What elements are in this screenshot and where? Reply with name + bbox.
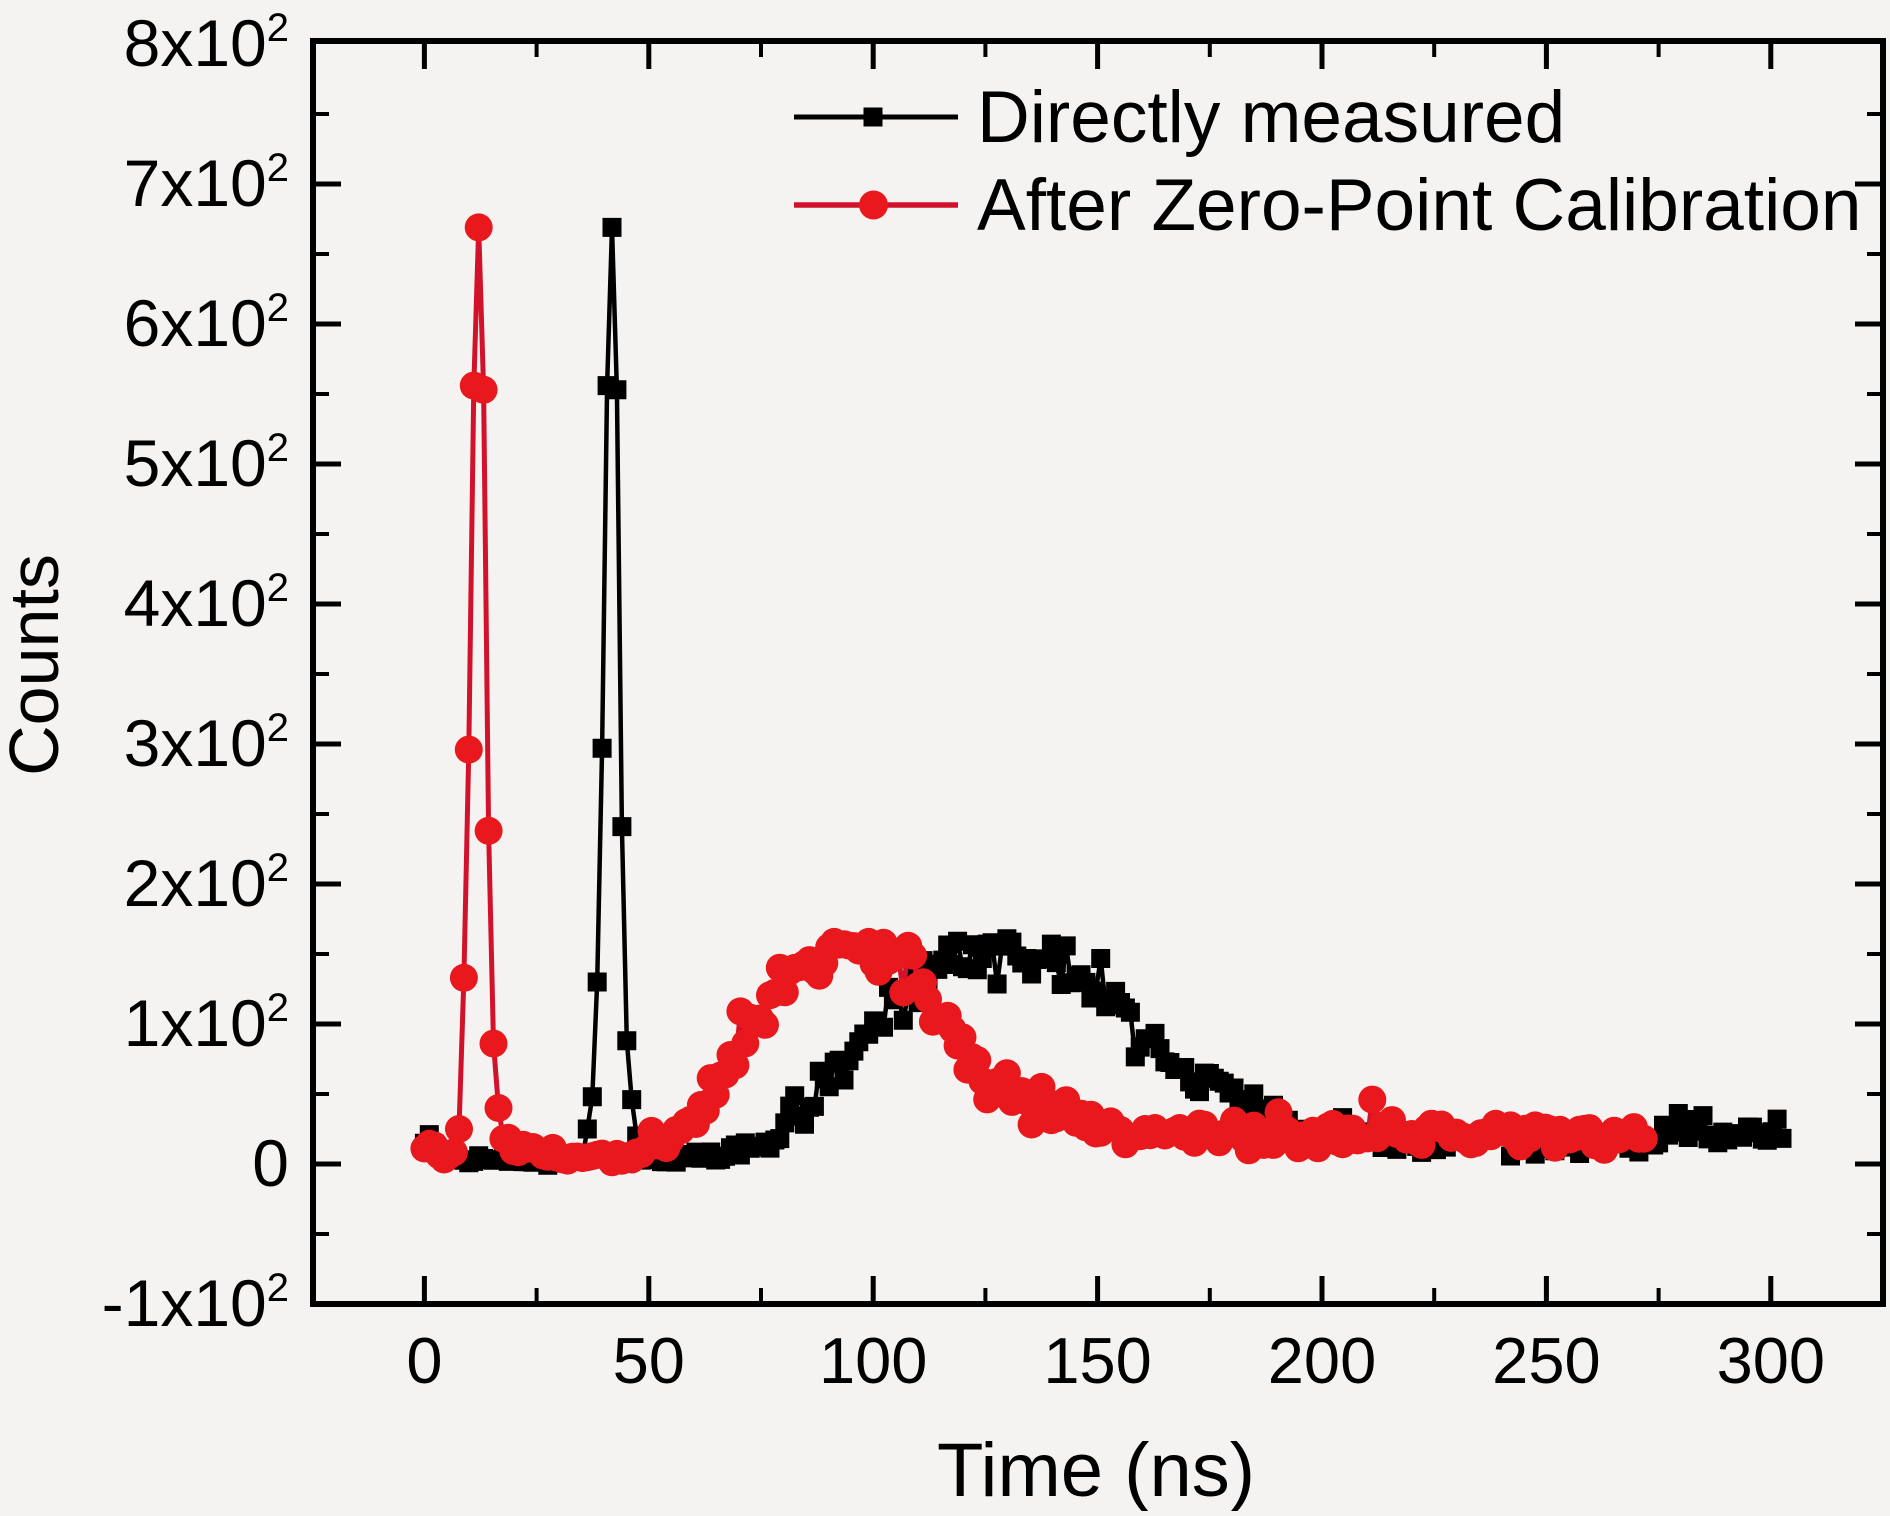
svg-text:300: 300 xyxy=(1717,1324,1825,1397)
svg-text:8x102: 8x102 xyxy=(124,6,289,80)
svg-text:Time (ns): Time (ns) xyxy=(937,1428,1255,1511)
svg-text:50: 50 xyxy=(613,1324,685,1397)
svg-text:7x102: 7x102 xyxy=(124,146,289,220)
svg-text:0: 0 xyxy=(406,1324,442,1397)
svg-text:5x102: 5x102 xyxy=(124,426,289,500)
svg-text:0: 0 xyxy=(252,1126,289,1200)
svg-text:3x102: 3x102 xyxy=(124,706,289,780)
svg-text:200: 200 xyxy=(1268,1324,1376,1397)
svg-text:Counts: Counts xyxy=(0,554,73,776)
svg-text:-1x102: -1x102 xyxy=(102,1266,289,1340)
svg-text:250: 250 xyxy=(1492,1324,1600,1397)
svg-text:4x102: 4x102 xyxy=(124,566,289,640)
svg-text:100: 100 xyxy=(819,1324,927,1397)
svg-text:After Zero-Point Calibration: After Zero-Point Calibration xyxy=(977,165,1861,246)
svg-text:Directly measured: Directly measured xyxy=(977,77,1565,158)
svg-text:6x102: 6x102 xyxy=(124,286,289,360)
svg-text:150: 150 xyxy=(1043,1324,1151,1397)
svg-text:1x102: 1x102 xyxy=(124,986,289,1060)
svg-text:2x102: 2x102 xyxy=(124,846,289,920)
